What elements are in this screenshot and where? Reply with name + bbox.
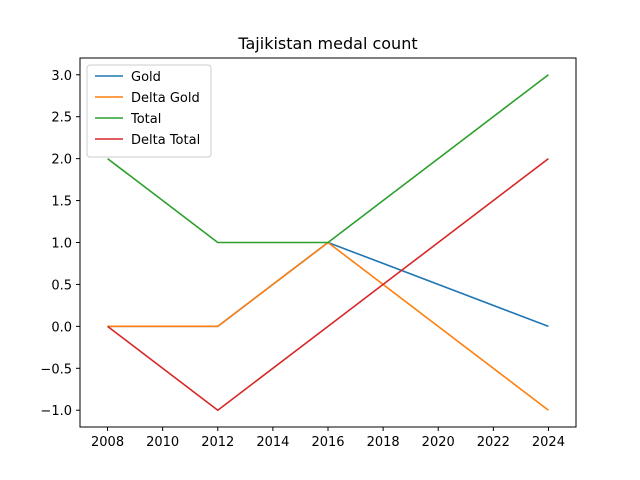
legend-label: Gold [131,70,161,85]
y-tick-label: 0.5 [51,278,72,293]
x-tick-label: 2018 [367,435,400,450]
y-tick-label: −0.5 [40,362,72,377]
x-tick-label: 2012 [201,435,234,450]
x-tick-label: 2010 [146,435,179,450]
x-tick-label: 2014 [256,435,289,450]
legend-label: Delta Total [131,133,200,148]
x-tick-label: 2008 [91,435,124,450]
x-tick-label: 2020 [422,435,455,450]
x-tick-label: 2024 [532,435,565,450]
legend-label: Total [130,112,161,127]
y-tick-label: 1.5 [51,195,72,210]
y-tick-label: 0.0 [51,320,72,335]
legend-box [86,64,212,158]
x-axis: 2008 2010 2012 2014 2016 2018 2020 2022 2024 [91,427,565,450]
series-line-0 [107,241,549,328]
y-tick-label: −1.0 [40,404,72,419]
series-lines [107,74,549,412]
series-line-1 [107,241,549,411]
legend: Gold Delta Gold Total Delta Total [86,64,212,158]
x-tick-label: 2016 [311,435,344,450]
y-axis: −1.0 −0.5 0.0 0.5 1.0 1.5 2.0 2.5 3.0 [40,69,80,419]
y-tick-label: 2.5 [51,111,72,126]
series-line-3 [107,158,549,412]
y-tick-label: 3.0 [51,69,72,84]
y-tick-label: 2.0 [51,153,72,168]
legend-label: Delta Gold [131,91,200,106]
x-tick-label: 2022 [477,435,510,450]
chart-title: Tajikistan medal count [237,34,417,53]
series-line-2 [107,74,549,244]
y-tick-label: 1.0 [51,237,72,252]
